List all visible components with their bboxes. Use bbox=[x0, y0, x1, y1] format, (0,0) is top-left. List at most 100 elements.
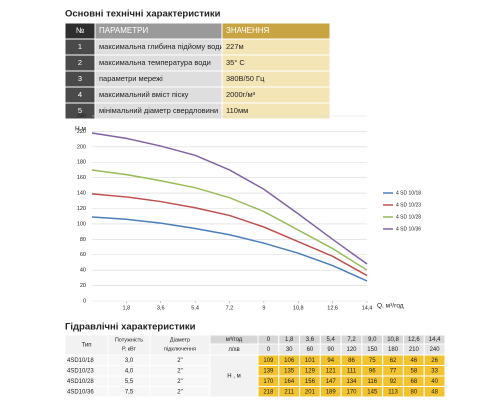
cell-text: 75 bbox=[369, 358, 376, 364]
y-tick-label: 120 bbox=[77, 206, 86, 212]
x-tick-label: 1,8 bbox=[123, 305, 131, 311]
cell-text: 60 bbox=[307, 347, 314, 353]
cell-text: 7,2 bbox=[347, 337, 356, 343]
cell-text: Діаметр bbox=[170, 337, 190, 343]
cell-text: Тип bbox=[81, 343, 91, 349]
y-tick-label: 160 bbox=[77, 175, 86, 181]
legend-label: 4 SD 10/18 bbox=[396, 190, 421, 196]
y-tick-label: 240 bbox=[77, 113, 86, 119]
cell-text: 58 bbox=[410, 368, 417, 374]
cell-text: 96 bbox=[369, 368, 376, 374]
cell-text: 211 bbox=[284, 389, 294, 395]
cell-text: 77 bbox=[390, 368, 397, 374]
cell-text: Потужність bbox=[115, 337, 143, 343]
y-tick-label: 220 bbox=[77, 129, 86, 135]
header-text: № bbox=[76, 26, 85, 35]
y-tick-label: 40 bbox=[80, 268, 86, 274]
y-tick-label: 0 bbox=[83, 298, 86, 304]
cell-text: 139 bbox=[263, 368, 274, 374]
cell-text: 134 bbox=[346, 379, 357, 385]
cell-text: 210 bbox=[409, 347, 420, 353]
cell-text: Н , м bbox=[227, 374, 240, 380]
cell-text: Р, кВт bbox=[122, 346, 137, 352]
cell-text: 2" bbox=[177, 389, 182, 395]
legend-label: 4 SD 10/23 bbox=[396, 202, 421, 208]
cell-text: параметри мережі bbox=[99, 74, 163, 83]
cell-text: 35° С bbox=[226, 58, 245, 67]
x-tick-label: 7,2 bbox=[226, 305, 234, 311]
cell-text: 150 bbox=[367, 347, 378, 353]
cell-text: 14,4 bbox=[429, 337, 441, 343]
cell-text: 7,5 bbox=[125, 389, 134, 395]
cell-text: 129 bbox=[305, 368, 316, 374]
cell-text: 116 bbox=[367, 379, 377, 385]
cell-text: 227м bbox=[226, 42, 244, 51]
cell-text: 46 bbox=[410, 358, 417, 364]
series-line bbox=[91, 169, 368, 271]
cell-text: 135 bbox=[284, 368, 295, 374]
cell-text: максимальний вміст піску bbox=[99, 90, 189, 99]
cell-text: 2000г/м³ bbox=[226, 90, 256, 99]
cell-text: 180 bbox=[388, 347, 399, 353]
y-tick-label: 80 bbox=[80, 237, 86, 243]
legend-label: 4 SD 10/36 bbox=[396, 226, 421, 232]
y-tick-label: 200 bbox=[77, 144, 86, 150]
series-line bbox=[91, 193, 368, 277]
cell-text: 3 bbox=[78, 74, 82, 83]
series-line bbox=[91, 132, 368, 265]
cell-text: л/хв bbox=[228, 347, 239, 353]
cell-text: 0 bbox=[267, 337, 271, 343]
cell-text: 5,5 bbox=[125, 379, 134, 385]
cell-text: 3,0 bbox=[125, 358, 134, 364]
y-tick-label: 140 bbox=[77, 191, 86, 197]
x-tick-label: 9 bbox=[262, 305, 265, 311]
y-tick-label: 20 bbox=[80, 283, 86, 289]
table-cell bbox=[221, 102, 331, 120]
cell-text: 86 bbox=[348, 358, 355, 364]
cell-text: 101 bbox=[305, 358, 316, 364]
cell-text: 170 bbox=[346, 389, 357, 395]
cell-text: 170 bbox=[263, 379, 274, 385]
cell-text: 201 bbox=[305, 389, 316, 395]
section-title: Основні технічні характеристики bbox=[65, 9, 221, 20]
cell-text: 48 bbox=[431, 389, 438, 395]
cell-text: підключення bbox=[164, 346, 196, 352]
cell-text: 4SD10/23 bbox=[67, 368, 94, 374]
cell-text: 2" bbox=[177, 368, 182, 374]
x-tick-label: 12,6 bbox=[327, 305, 338, 311]
cell-text: 4SD10/18 bbox=[67, 358, 94, 364]
cell-text: 111 bbox=[347, 368, 357, 374]
cell-text: 2" bbox=[177, 358, 182, 364]
cell-text: 1 bbox=[78, 42, 82, 51]
cell-text: 113 bbox=[388, 389, 398, 395]
cell-text: 3,6 bbox=[306, 337, 315, 343]
cell-text: 33 bbox=[431, 368, 438, 374]
cell-text: 2 bbox=[78, 58, 82, 67]
table-cell bbox=[149, 386, 211, 398]
cell-text: 68 bbox=[410, 379, 417, 385]
cell-text: 10,8 bbox=[387, 337, 399, 343]
cell-text: 121 bbox=[326, 368, 337, 374]
cell-text: 5 bbox=[78, 106, 82, 115]
cell-text: максимальна температура води bbox=[99, 58, 211, 67]
cell-text: м³/год bbox=[226, 337, 243, 343]
series-line bbox=[91, 216, 368, 282]
x-tick-label: 14,4 bbox=[362, 305, 373, 311]
cell-text: 109 bbox=[263, 358, 274, 364]
x-tick-label: 3,6 bbox=[157, 305, 165, 311]
cell-text: 9,0 bbox=[368, 337, 377, 343]
cell-text: 4,0 bbox=[125, 368, 134, 374]
section-title: Гідравлічні характеристики bbox=[65, 322, 196, 333]
cell-text: 4SD10/36 bbox=[67, 389, 94, 395]
cell-text: 0 bbox=[267, 347, 271, 353]
cell-text: 40 bbox=[431, 379, 438, 385]
cell-text: 80 bbox=[410, 389, 417, 395]
cell-text: 1,8 bbox=[285, 337, 294, 343]
y-axis-label: Н,м bbox=[75, 126, 87, 133]
cell-text: 26 bbox=[431, 358, 438, 364]
cell-text: 145 bbox=[367, 389, 378, 395]
cell-text: 147 bbox=[326, 379, 337, 385]
cell-text: 106 bbox=[284, 358, 295, 364]
table-cell bbox=[423, 386, 446, 398]
